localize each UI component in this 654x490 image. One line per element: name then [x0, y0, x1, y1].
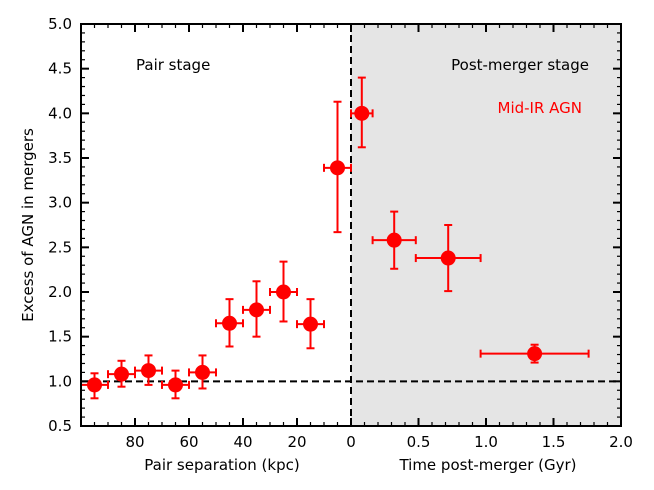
- series-legend-label: Mid-IR AGN: [498, 99, 583, 117]
- x-tick-label-pair: 40: [233, 433, 252, 451]
- data-point-pair: [161, 369, 190, 400]
- data-point-pair: [107, 359, 136, 388]
- y-tick-label: 2.5: [48, 238, 72, 256]
- y-tick-label: 4.0: [48, 104, 72, 122]
- data-point-marker: [527, 346, 543, 362]
- post-merger-stage-label: Post-merger stage: [451, 56, 589, 74]
- data-point-post-merger: [371, 210, 417, 270]
- data-point-marker: [330, 160, 345, 176]
- x-tick-label-pair: 20: [287, 433, 306, 451]
- x-axis-label-pair-separation: Pair separation (kpc): [144, 456, 299, 474]
- x-tick-label-post: 1.0: [474, 433, 498, 451]
- y-tick-label: 4.5: [48, 60, 72, 78]
- data-point-marker: [354, 105, 370, 121]
- y-tick-label: 1.0: [48, 372, 72, 390]
- data-point-marker: [249, 302, 264, 318]
- data-point-marker: [195, 364, 210, 380]
- data-point-marker: [114, 366, 129, 382]
- data-point-pair: [242, 280, 271, 338]
- data-point-pair: [269, 260, 298, 323]
- x-tick-label-post: 2.0: [609, 433, 633, 451]
- y-tick-label: 2.0: [48, 283, 72, 301]
- y-tick-label: 0.5: [48, 417, 72, 435]
- x-tick-label-post: 1.5: [542, 433, 566, 451]
- data-point-pair: [134, 354, 163, 386]
- x-tick-label-pair: 0: [346, 433, 356, 451]
- data-point-marker: [168, 377, 183, 393]
- data-point-marker: [276, 284, 291, 300]
- data-point-post-merger: [350, 76, 374, 149]
- post-merger-shaded-region: [351, 24, 621, 426]
- data-point-pair: [323, 100, 352, 234]
- y-axis-label: Excess of AGN in mergers: [19, 128, 37, 322]
- data-point-marker: [87, 377, 102, 393]
- data-point-marker: [440, 250, 456, 266]
- x-tick-label-pair: 60: [179, 433, 198, 451]
- y-tick-label: 3.0: [48, 194, 72, 212]
- data-point-marker: [386, 232, 402, 248]
- data-point-marker: [222, 315, 237, 331]
- x-tick-label-post: 0.5: [407, 433, 431, 451]
- pair-stage-label: Pair stage: [136, 56, 210, 74]
- data-point-post-merger: [414, 224, 482, 293]
- y-tick-label: 3.5: [48, 149, 72, 167]
- y-tick-label: 1.5: [48, 328, 72, 346]
- plot-frame: [80, 23, 622, 427]
- data-point-marker: [303, 316, 318, 332]
- data-point-pair: [80, 372, 109, 400]
- x-tick-label-pair: 80: [125, 433, 144, 451]
- y-tick-label: 5.0: [48, 15, 72, 33]
- data-point-marker: [141, 363, 156, 379]
- data-point-pair: [188, 354, 217, 390]
- data-point-pair: [215, 298, 244, 348]
- data-point-pair: [296, 298, 325, 350]
- data-point-post-merger: [479, 343, 590, 364]
- x-axis-label-time-post-merger: Time post-merger (Gyr): [398, 456, 576, 474]
